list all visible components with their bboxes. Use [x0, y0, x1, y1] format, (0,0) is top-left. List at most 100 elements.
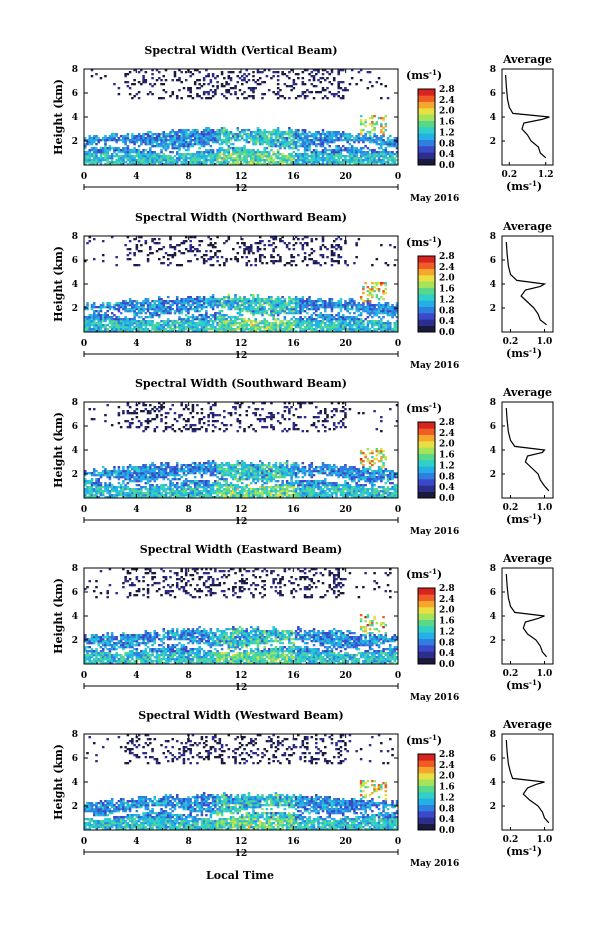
heatmap-cell: [146, 466, 150, 469]
heatmap-cell: [162, 246, 166, 249]
heatmap-cell: [350, 330, 354, 333]
heatmap-cell: [84, 478, 87, 481]
heatmap-cell: [249, 159, 253, 162]
heatmap-cell: [306, 326, 309, 329]
heatmap-cell: [337, 83, 340, 86]
heatmap-cell: [236, 139, 240, 142]
heatmap-cell: [301, 298, 305, 301]
colorbar-swatch: [418, 294, 435, 301]
heatmap-cell: [254, 135, 257, 138]
heatmap-cell: [162, 157, 166, 160]
heatmap-cell: [301, 296, 305, 299]
heatmap-cell: [137, 155, 141, 158]
heatmap-cell: [254, 298, 257, 301]
heatmap-cell: [306, 298, 309, 301]
heatmap-cell: [88, 408, 92, 411]
heatmap-cell: [323, 135, 327, 138]
heatmap-cell: [225, 157, 228, 160]
heatmap-cell: [344, 242, 347, 245]
heatmap-cell: [241, 238, 244, 241]
heatmap-cell: [267, 69, 271, 72]
heatmap-cell: [171, 131, 175, 134]
heatmap-cell: [146, 135, 150, 138]
heatmap-cell: [256, 324, 260, 327]
heatmap-cell: [306, 147, 309, 150]
heatmap-cell: [182, 240, 186, 243]
heatmap-cell: [393, 157, 397, 160]
heatmap-cell: [292, 244, 296, 247]
heatmap-cell: [391, 145, 394, 148]
heatmap-cell: [245, 264, 249, 267]
heatmap-cell: [290, 264, 293, 267]
heatmap-cell: [261, 330, 264, 333]
heatmap-cell: [140, 151, 143, 154]
heatmap-cell: [368, 161, 372, 164]
heatmap-cell: [126, 133, 130, 136]
y-tick-label: 4: [72, 280, 78, 290]
heatmap-cell: [384, 312, 388, 315]
heatmap-cell: [254, 310, 257, 313]
heatmap-cell: [200, 151, 204, 154]
heatmap-cell: [328, 298, 332, 301]
heatmap-cell: [270, 244, 273, 247]
heatmap-cell: [113, 488, 116, 491]
heatmap-cell: [88, 151, 92, 154]
heatmap-cell: [101, 474, 105, 477]
heatmap-cell: [191, 250, 195, 253]
heatmap-cell: [241, 310, 244, 313]
heatmap-cell: [117, 316, 121, 319]
heatmap-cell: [294, 326, 298, 329]
heatmap-cell: [353, 151, 356, 154]
heatmap-cell: [256, 129, 260, 132]
heatmap-cell: [375, 284, 379, 287]
heatmap-cell: [312, 151, 316, 154]
heatmap-cell: [133, 137, 136, 140]
heatmap-cell: [290, 324, 293, 327]
heatmap-cell: [124, 494, 127, 497]
heatmap-cell: [158, 302, 161, 305]
heatmap-cell: [301, 93, 305, 96]
heatmap-cell: [187, 157, 190, 160]
heatmap-cell: [164, 159, 168, 162]
heatmap-cell: [285, 330, 289, 333]
heatmap-cell: [384, 330, 388, 333]
panel-3: Spectral Width (Southward Beam)0 4 8 12 16 20…: [52, 377, 554, 537]
heatmap-cell: [110, 330, 114, 333]
heatmap-cell: [330, 133, 334, 136]
heatmap-cell: [362, 137, 365, 140]
heatmap-cell: [310, 75, 314, 78]
heatmap-cell: [391, 143, 394, 146]
heatmap-cell: [371, 161, 374, 164]
heatmap-cell: [142, 306, 145, 309]
heatmap-cell: [348, 147, 352, 150]
heatmap-cell: [254, 139, 257, 142]
heatmap-cell: [357, 139, 361, 142]
heatmap-cell: [337, 254, 340, 257]
heatmap-cell: [223, 306, 226, 309]
heatmap-cell: [256, 161, 260, 164]
heatmap-cell: [263, 244, 266, 247]
heatmap-cell: [301, 304, 305, 307]
heatmap-cell: [84, 139, 87, 142]
heatmap-cell: [133, 135, 136, 138]
heatmap-cell: [384, 324, 388, 327]
heatmap-cell: [218, 155, 222, 158]
heatmap-cell: [294, 296, 298, 299]
heatmap-cell: [115, 264, 118, 267]
heatmap-cell: [344, 260, 347, 263]
heatmap-cell: [218, 264, 222, 267]
heatmap-cell: [104, 157, 107, 160]
heatmap-cell: [144, 308, 148, 311]
heatmap-cell: [142, 161, 145, 164]
heatmap-cell: [285, 308, 289, 311]
heatmap-cell: [292, 302, 296, 305]
heatmap-cell: [155, 137, 159, 140]
heatmap-cell: [301, 306, 305, 309]
heatmap-cell: [335, 149, 338, 152]
heatmap-cell: [294, 320, 298, 323]
heatmap-cell: [209, 149, 213, 152]
heatmap-cell: [211, 294, 215, 297]
heatmap-cell: [131, 422, 134, 425]
heatmap-cell: [283, 264, 287, 267]
heatmap-cell: [373, 330, 376, 333]
